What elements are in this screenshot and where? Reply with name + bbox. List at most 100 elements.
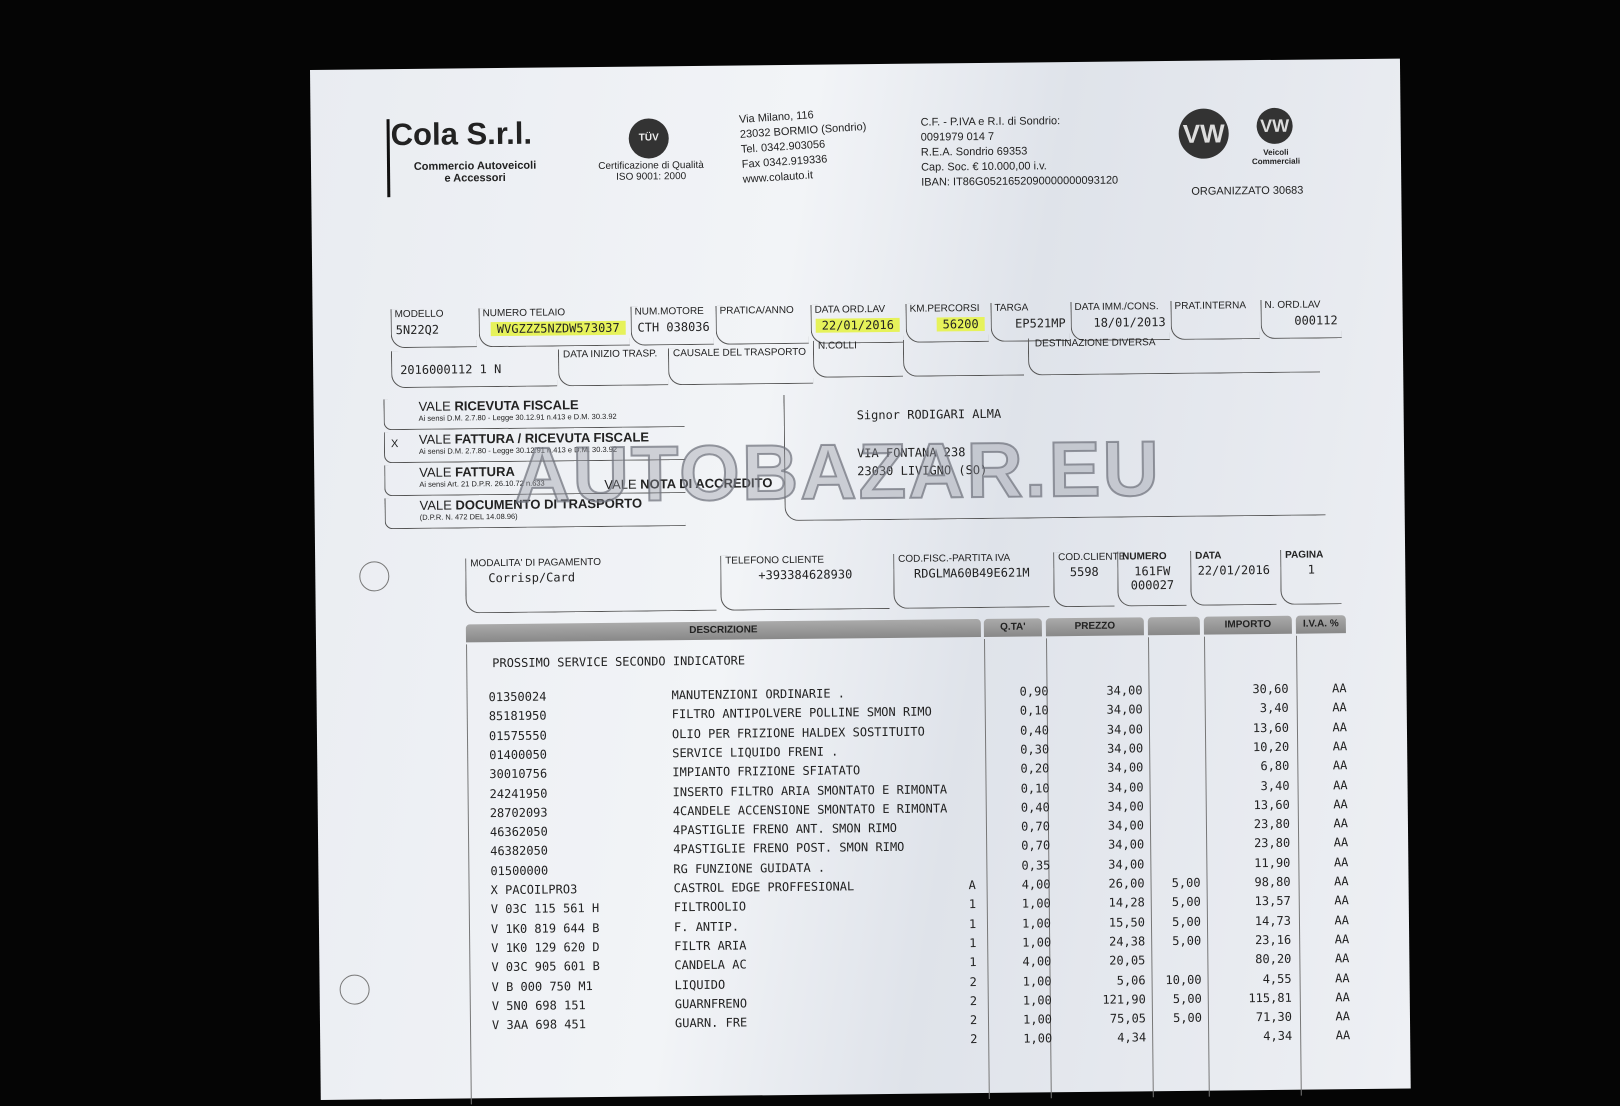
item-type: 1 <box>969 935 977 951</box>
field-label: NUM.MOTORE <box>634 305 704 318</box>
item-qty: 1,00 <box>1022 973 1052 989</box>
payment-field: DATA 22/01/2016 <box>1190 549 1277 606</box>
item-amount: 13,60 <box>1252 720 1290 735</box>
col-descrizione: DESCRIZIONE <box>465 619 981 643</box>
item-amount: 80,20 <box>1255 951 1292 967</box>
item-price: 121,90 <box>1102 992 1146 1007</box>
doc-number: 2016000112 1 N <box>400 362 502 378</box>
item-price: 34,00 <box>1106 741 1144 756</box>
item-code: V B 000 750 M1 <box>491 978 593 994</box>
item-amount: 13,57 <box>1254 894 1291 909</box>
item-amount: 4,34 <box>1263 1029 1293 1044</box>
item-amount: 115,81 <box>1248 990 1292 1006</box>
item-amount: 3,40 <box>1259 701 1289 716</box>
item-iva: AA <box>1332 719 1348 734</box>
item-iva: AA <box>1332 758 1348 773</box>
n-colli: N.COLLI <box>812 339 904 378</box>
item-amount: 30,60 <box>1252 681 1289 697</box>
item-code: 01500000 <box>490 863 549 878</box>
punch-hole <box>359 561 390 592</box>
item-iva: AA <box>1335 1028 1351 1043</box>
item-price: 34,00 <box>1107 799 1144 814</box>
item-type: 1 <box>968 916 977 931</box>
item-qty: 0,40 <box>1020 800 1050 815</box>
item-type: 1 <box>969 955 977 970</box>
vehicle-field: MODELLO 5N22Q2 <box>390 308 477 349</box>
item-amount: 3,40 <box>1260 778 1290 793</box>
item-discount: 5,00 <box>1171 875 1201 891</box>
field-label: N. ORD.LAV <box>1264 299 1321 312</box>
customer-name: Signor RODIGARI ALMA <box>856 406 1002 423</box>
item-iva: AA <box>1332 681 1347 696</box>
field-value: 22/01/2016 <box>815 317 901 333</box>
item-description: GUARN. FRE <box>674 1015 748 1031</box>
payment-value: 161FW 000027 <box>1130 564 1175 593</box>
payment-field: NUMERO 161FW 000027 <box>1117 550 1187 607</box>
item-qty: 0,10 <box>1019 703 1049 718</box>
vehicle-field: KM.PERCORSI 56200 <box>905 302 989 343</box>
item-price: 15,50 <box>1108 914 1146 930</box>
payment-field: TELEFONO CLIENTE +393384628930 <box>720 553 890 611</box>
item-discount: 5,00 <box>1171 895 1201 910</box>
item-iva: AA <box>1334 951 1350 966</box>
vw-commercial-label: Veicoli Commerciali <box>1251 147 1301 167</box>
item-amount: 4,55 <box>1262 971 1292 986</box>
item-qty: 0,20 <box>1020 761 1050 776</box>
vehicle-field: DATA ORD.LAV 22/01/2016 <box>810 303 904 344</box>
doc-type-option[interactable]: VALE RICEVUTA FISCALE Ai sensi D.M. 2.7.8… <box>383 396 685 431</box>
item-iva: AA <box>1334 932 1350 947</box>
item-code: 46362050 <box>489 824 548 840</box>
item-type: 2 <box>969 974 977 989</box>
item-code: 01350024 <box>488 689 547 705</box>
item-description: 4PASTIGLIE FRENO POST. SMON RIMO <box>673 840 905 857</box>
item-price: 26,00 <box>1108 876 1145 891</box>
item-price: 34,00 <box>1106 702 1143 717</box>
item-iva: AA <box>1333 816 1349 831</box>
doc-type-note: Ai sensi D.M. 2.7.80 - Legge 30.12.91 n.… <box>418 411 617 423</box>
item-type: 1 <box>968 897 977 912</box>
item-iva: AA <box>1333 796 1348 812</box>
item-qty: 4,00 <box>1021 877 1051 892</box>
causale-trasporto: CAUSALE DEL TRASPORTO <box>667 346 814 386</box>
field-label: KM.PERCORSI <box>909 303 980 315</box>
item-description: FILTROOLIO <box>673 899 747 915</box>
payment-field: PAGINA 1 <box>1280 549 1342 605</box>
item-type: 2 <box>970 1032 978 1047</box>
destinazione-diversa: DESTINAZIONE DIVERSA <box>1027 335 1321 376</box>
item-description: INSERTO FILTRO ARIA SMONTATO E RIMONTA <box>672 781 948 799</box>
field-value: 5N22Q2 <box>395 322 440 338</box>
item-amount: 98,80 <box>1254 874 1291 890</box>
field-value: CTH 038036 <box>637 319 710 335</box>
col-sconto <box>1147 616 1200 636</box>
item-iva: AA <box>1333 777 1348 792</box>
item-qty: 0,35 <box>1021 857 1051 873</box>
item-iva: AA <box>1334 912 1350 927</box>
item-qty: 1,00 <box>1021 896 1051 911</box>
vehicle-field: NUMERO TELAIO WVGZZZ5NZDW573037 <box>478 306 630 348</box>
item-description: CANDELA AC <box>674 957 747 973</box>
payment-field: COD.CLIENTE 5598 <box>1053 551 1125 608</box>
item-amount: 23,80 <box>1253 816 1291 832</box>
item-code: V 03C 905 601 B <box>491 959 600 975</box>
item-code: V 5N0 698 151 <box>491 997 586 1013</box>
col-prezzo: PREZZO <box>1045 617 1144 637</box>
vw-commercial-logo: VW <box>1256 107 1293 145</box>
table-note: PROSSIMO SERVICE SECONDO INDICATORE <box>492 653 746 671</box>
checkbox-mark: X <box>390 438 399 451</box>
item-amount: 10,20 <box>1252 739 1290 755</box>
item-discount: 5,00 <box>1172 991 1202 1006</box>
item-description: CASTROL EDGE PROFFESIONAL <box>673 879 855 896</box>
item-description: OLIO PER FRIZIONE HALDEX SOSTITUITO <box>671 724 925 741</box>
item-amount: 71,30 <box>1255 1009 1293 1025</box>
item-code: 85181950 <box>488 708 547 724</box>
item-description: FILTR ARIA <box>674 938 747 954</box>
invoice-paper: Cola S.r.l. Commercio Autoveicoli e Acces… <box>310 58 1411 1105</box>
item-code: 30010756 <box>489 766 548 782</box>
payment-field: MODALITA' DI PAGAMENTO Corrisp/Card <box>465 555 717 614</box>
item-description: FILTRO ANTIPOLVERE POLLINE SMON RIMO <box>671 704 932 722</box>
field-label: MODELLO <box>394 308 444 321</box>
item-code: 01400050 <box>489 747 548 763</box>
item-description: 4CANDELE ACCENSIONE SMONTATO E RIMONTA <box>672 801 948 819</box>
vehicle-field: PRAT.INTERNA <box>1170 300 1260 340</box>
company-address: Via Milano, 116 23032 BORMIO (Sondrio) Tel… <box>738 109 867 186</box>
